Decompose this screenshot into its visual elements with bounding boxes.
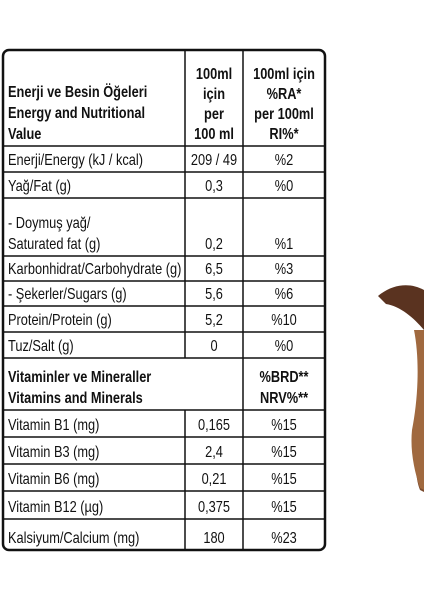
cell-text: 5,6 xyxy=(205,286,223,304)
chocolate-light xyxy=(411,330,424,490)
cell-text: - Doymuş yağ/ xyxy=(8,215,91,233)
cell-text: %6 xyxy=(275,286,293,304)
cell-text: Enerji/Energy (kJ / kcal) xyxy=(8,152,143,170)
header-text: için xyxy=(203,86,225,104)
cell-text: %10 xyxy=(271,312,297,330)
header-text: per 100ml xyxy=(254,106,314,124)
cell-text: 0 xyxy=(210,338,217,356)
cell-text: Vitamin B6 (mg) xyxy=(8,471,99,489)
cell-text: Protein/Protein (g) xyxy=(8,312,112,330)
cell-text: 0,165 xyxy=(198,417,230,435)
cell-text: Vitamin B3 (mg) xyxy=(8,444,99,462)
cell-text: 0,21 xyxy=(202,471,227,489)
cell-text: %23 xyxy=(271,530,297,548)
header-text: 100ml xyxy=(196,66,232,84)
cell-text: %2 xyxy=(275,152,293,170)
chocolate-shade xyxy=(378,285,424,330)
cell-text: 0,375 xyxy=(198,499,230,517)
cell-text: Vitamin B12 (µg) xyxy=(8,499,103,517)
cell-text: Tuz/Salt (g) xyxy=(8,338,74,356)
cell-text: Kalsiyum/Calcium (mg) xyxy=(8,530,139,548)
cell-text: Yağ/Fat (g) xyxy=(8,178,71,196)
header-text: Vitamins and Minerals xyxy=(8,390,143,408)
cell-text: 2,4 xyxy=(205,444,223,462)
header-text: Value xyxy=(8,126,41,144)
cell-text: 5,2 xyxy=(205,312,223,330)
header-text: 100ml için xyxy=(253,66,315,84)
cell-text: Vitamin B1 (mg) xyxy=(8,417,99,435)
cell-text: 209 / 49 xyxy=(191,152,237,170)
cell-text: %0 xyxy=(275,338,293,356)
header-text: Enerji ve Besin Öğeleri xyxy=(8,83,147,102)
cell-text: %15 xyxy=(271,417,297,435)
header-text: per xyxy=(204,106,224,124)
header-text: Vitaminler ve Mineraller xyxy=(8,369,152,387)
header-text: Energy and Nutritional xyxy=(8,105,145,123)
cell-text: Saturated fat (g) xyxy=(8,236,100,254)
header-text: RI%* xyxy=(269,126,298,144)
cell-text: %15 xyxy=(271,444,297,462)
header-text: NRV%** xyxy=(260,390,308,408)
cell-text: 180 xyxy=(203,530,224,548)
header-text: %RA* xyxy=(267,86,302,104)
cell-text: %0 xyxy=(275,178,293,196)
cell-text: 0,3 xyxy=(205,178,223,196)
cell-text: 6,5 xyxy=(205,261,223,279)
cell-text: 0,2 xyxy=(205,236,223,254)
cell-text: %15 xyxy=(271,499,297,517)
cell-text: - Şekerler/Sugars (g) xyxy=(8,286,127,304)
table-border xyxy=(1,48,327,552)
cell-text: Karbonhidrat/Carbohydrate (g) xyxy=(8,261,181,279)
cell-text: %1 xyxy=(275,236,293,254)
header-text: %BRD** xyxy=(259,369,308,387)
nutrition-table: Enerji ve Besin Öğeleri Energy and Nutrit… xyxy=(1,48,327,552)
cell-text: %15 xyxy=(271,471,297,489)
header-text: 100 ml xyxy=(194,126,234,144)
cell-text: %3 xyxy=(275,261,293,279)
